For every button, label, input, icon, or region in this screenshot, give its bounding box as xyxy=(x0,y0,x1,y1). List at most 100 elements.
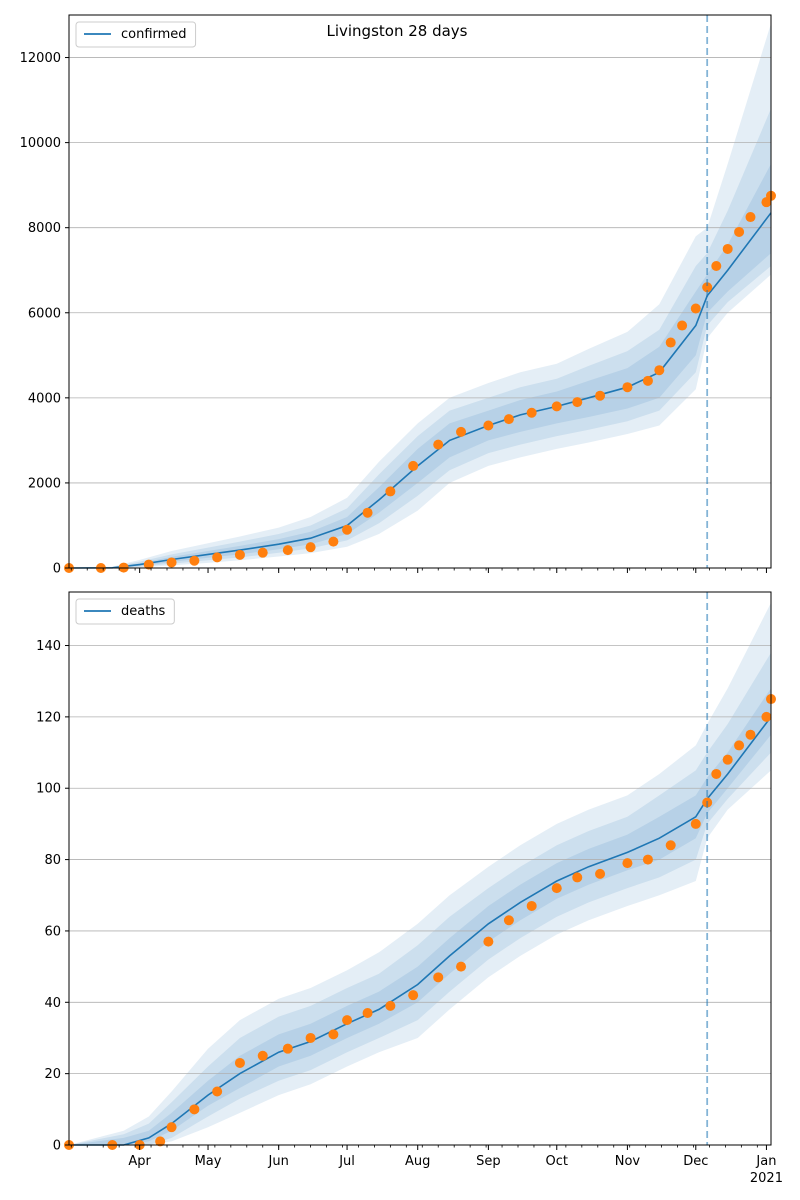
x-tick-label: Nov xyxy=(615,1154,641,1169)
x-tick-label: Sep xyxy=(476,1154,501,1169)
observed-point xyxy=(654,365,665,376)
observed-point xyxy=(622,382,633,393)
deaths-x-axis: Apr May Jun Jul Aug Sep Oct Nov Dec Jan 2021 xyxy=(70,1145,783,1186)
uncertainty-band-3 xyxy=(69,602,771,1145)
y-tick-label: 12000 xyxy=(20,51,61,66)
confirmed-plot-frame xyxy=(68,14,772,569)
deaths-gridlines xyxy=(69,645,771,1075)
observed-point xyxy=(526,407,537,418)
uncertainty-band-1 xyxy=(69,688,771,1145)
observed-point xyxy=(143,559,154,570)
observed-point xyxy=(711,260,722,271)
deaths-uncertainty-bands xyxy=(69,602,771,1145)
uncertainty-band-2 xyxy=(69,108,771,568)
observed-point xyxy=(722,754,733,765)
y-tick-label: 80 xyxy=(44,853,61,868)
x-tick-label: Aug xyxy=(405,1154,430,1169)
observed-point xyxy=(433,439,444,450)
observed-point xyxy=(234,549,245,560)
observed-point xyxy=(526,900,537,911)
y-tick-label: 140 xyxy=(36,639,61,654)
confirmed-legend-box xyxy=(75,21,197,48)
observed-point xyxy=(189,1104,200,1115)
deaths-panel: 0 20 40 60 80 100 120 140 Apr May Jun Jul Aug Sep Oct… xyxy=(36,591,783,1186)
observed-point xyxy=(234,1057,245,1068)
observed-point xyxy=(711,768,722,779)
x-tick-year-label: 2021 xyxy=(750,1171,783,1186)
observed-point xyxy=(305,542,316,553)
y-tick-label: 40 xyxy=(44,996,61,1011)
observed-point xyxy=(665,840,676,851)
y-tick-label: 60 xyxy=(44,924,61,939)
deaths-y-axis: 0 20 40 60 80 100 120 140 xyxy=(36,639,69,1154)
confirmed-model-line xyxy=(68,212,772,569)
observed-point xyxy=(665,337,676,348)
y-tick-label: 100 xyxy=(36,782,61,797)
observed-point xyxy=(622,858,633,869)
uncertainty-band-3 xyxy=(69,23,771,568)
observed-point xyxy=(483,420,494,431)
deaths-legend: deaths xyxy=(75,598,175,625)
observed-point xyxy=(572,872,583,883)
observed-point xyxy=(408,990,419,1001)
observed-point xyxy=(722,243,733,254)
observed-point xyxy=(212,1086,223,1097)
confirmed-legend: confirmed xyxy=(75,21,197,48)
observed-point xyxy=(305,1032,316,1043)
x-tick-label: Oct xyxy=(546,1154,568,1169)
observed-point xyxy=(642,854,653,865)
observed-point xyxy=(342,524,353,535)
observed-point xyxy=(385,486,396,497)
observed-point xyxy=(642,375,653,386)
confirmed-legend-label: confirmed xyxy=(121,27,187,42)
y-tick-label: 0 xyxy=(53,1139,61,1154)
observed-point xyxy=(702,282,713,293)
observed-point xyxy=(155,1136,166,1147)
observed-point xyxy=(745,729,756,740)
deaths-legend-label: deaths xyxy=(121,604,166,619)
x-tick-label: Jul xyxy=(338,1154,355,1169)
confirmed-gridlines xyxy=(69,57,771,484)
observed-point xyxy=(257,547,268,558)
observed-point xyxy=(257,1050,268,1061)
observed-point xyxy=(734,226,745,237)
x-tick-label: May xyxy=(195,1154,222,1169)
y-tick-label: 6000 xyxy=(28,306,61,321)
y-tick-label: 120 xyxy=(36,710,61,725)
observed-point xyxy=(572,397,583,408)
observed-point xyxy=(189,555,200,566)
observed-point xyxy=(503,915,514,926)
x-tick-label: Jun xyxy=(268,1154,289,1169)
observed-point xyxy=(456,961,467,972)
chart-title: Livingston 28 days xyxy=(326,22,467,40)
observed-point xyxy=(282,545,293,556)
confirmed-observed-points xyxy=(64,190,776,573)
observed-point xyxy=(690,818,701,829)
observed-point xyxy=(385,1000,396,1011)
y-tick-label: 10000 xyxy=(20,136,61,151)
observed-point xyxy=(342,1015,353,1026)
observed-point xyxy=(745,212,756,223)
observed-point xyxy=(166,557,177,568)
observed-point xyxy=(761,711,772,722)
observed-point xyxy=(328,536,339,547)
observed-point xyxy=(456,426,467,437)
deaths-legend-box xyxy=(75,598,175,625)
observed-point xyxy=(282,1043,293,1054)
observed-point xyxy=(595,390,606,401)
confirmed-panel: 0 2000 4000 6000 8000 10000 12000 Livingston 2… xyxy=(20,14,776,577)
y-tick-label: 2000 xyxy=(28,476,61,491)
confirmed-x-axis xyxy=(70,568,767,573)
x-tick-label: Dec xyxy=(683,1154,708,1169)
observed-point xyxy=(362,507,373,518)
y-tick-label: 8000 xyxy=(28,221,61,236)
observed-point xyxy=(595,868,606,879)
observed-point xyxy=(362,1007,373,1018)
deaths-plot-frame xyxy=(68,591,772,1146)
observed-point xyxy=(328,1029,339,1040)
observed-point xyxy=(503,414,514,425)
observed-point xyxy=(551,883,562,894)
observed-point xyxy=(212,552,223,563)
confirmed-y-axis: 0 2000 4000 6000 8000 10000 12000 xyxy=(20,51,69,577)
